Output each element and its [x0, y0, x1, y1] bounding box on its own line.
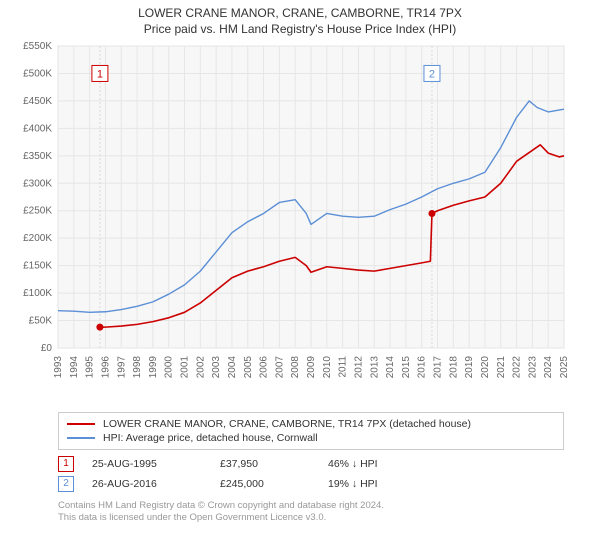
svg-text:2014: 2014: [385, 356, 396, 379]
svg-text:£450K: £450K: [23, 96, 52, 107]
footer-line-1: Contains HM Land Registry data © Crown c…: [58, 500, 564, 512]
svg-text:£400K: £400K: [23, 123, 52, 134]
svg-text:2022: 2022: [512, 356, 523, 379]
svg-text:2011: 2011: [338, 356, 349, 378]
svg-text:2015: 2015: [401, 356, 412, 379]
svg-text:£500K: £500K: [23, 68, 52, 79]
svg-text:1998: 1998: [132, 356, 143, 379]
svg-text:£350K: £350K: [23, 151, 52, 162]
svg-text:2016: 2016: [417, 356, 428, 379]
svg-text:2005: 2005: [243, 356, 254, 379]
svg-text:2006: 2006: [259, 356, 270, 379]
svg-text:1: 1: [97, 68, 103, 80]
legend-swatch: [67, 437, 95, 439]
svg-text:2019: 2019: [464, 356, 475, 379]
legend-swatch: [67, 423, 95, 425]
chart-subtitle: Price paid vs. HM Land Registry's House …: [0, 22, 600, 36]
marker-delta: 19% ↓ HPI: [328, 478, 408, 490]
marker-badge: 1: [58, 456, 74, 472]
svg-text:2012: 2012: [353, 356, 364, 379]
chart-area: £0 £50K £100K £150K £200K £250K £300K £350K £400…: [0, 36, 600, 406]
marker-row: 1 25-AUG-1995 £37,950 46% ↓ HPI: [58, 454, 564, 474]
svg-text:2024: 2024: [543, 356, 554, 379]
svg-text:1996: 1996: [100, 356, 111, 379]
svg-text:£100K: £100K: [23, 288, 52, 299]
svg-text:1997: 1997: [116, 356, 127, 379]
marker-delta: 46% ↓ HPI: [328, 458, 408, 470]
svg-text:£50K: £50K: [29, 316, 53, 327]
svg-text:2009: 2009: [306, 356, 317, 379]
svg-text:£300K: £300K: [23, 178, 52, 189]
svg-text:£200K: £200K: [23, 233, 52, 244]
svg-text:1995: 1995: [85, 356, 96, 379]
svg-text:2000: 2000: [164, 356, 175, 379]
legend-item: HPI: Average price, detached house, Corn…: [67, 431, 555, 445]
marker-price: £245,000: [220, 478, 310, 490]
marker-price: £37,950: [220, 458, 310, 470]
svg-text:2001: 2001: [180, 356, 191, 379]
svg-text:2008: 2008: [290, 356, 301, 379]
svg-text:2007: 2007: [274, 356, 285, 379]
marker-date: 26-AUG-2016: [92, 478, 202, 490]
svg-text:2023: 2023: [527, 356, 538, 379]
marker-date: 25-AUG-1995: [92, 458, 202, 470]
marker-row: 2 26-AUG-2016 £245,000 19% ↓ HPI: [58, 474, 564, 494]
footer-attribution: Contains HM Land Registry data © Crown c…: [58, 500, 564, 525]
chart-title: LOWER CRANE MANOR, CRANE, CAMBORNE, TR14…: [0, 6, 600, 20]
legend: LOWER CRANE MANOR, CRANE, CAMBORNE, TR14…: [58, 412, 564, 450]
svg-text:2025: 2025: [559, 356, 570, 379]
footer-line-2: This data is licensed under the Open Gov…: [58, 512, 564, 524]
marker-table: 1 25-AUG-1995 £37,950 46% ↓ HPI 2 26-AUG-2016…: [58, 454, 564, 494]
legend-label: LOWER CRANE MANOR, CRANE, CAMBORNE, TR14…: [103, 418, 471, 430]
svg-text:2010: 2010: [322, 356, 333, 379]
svg-text:£0: £0: [41, 343, 53, 354]
svg-text:£150K: £150K: [23, 261, 52, 272]
svg-text:1993: 1993: [53, 356, 64, 379]
legend-item: LOWER CRANE MANOR, CRANE, CAMBORNE, TR14…: [67, 417, 555, 431]
svg-text:1994: 1994: [69, 356, 80, 379]
svg-text:1999: 1999: [148, 356, 159, 379]
svg-text:2017: 2017: [433, 356, 444, 379]
svg-text:2002: 2002: [195, 356, 206, 379]
svg-text:2018: 2018: [448, 356, 459, 379]
svg-text:2013: 2013: [369, 356, 380, 379]
svg-text:2004: 2004: [227, 356, 238, 379]
svg-text:£550K: £550K: [23, 41, 52, 52]
svg-text:2: 2: [429, 68, 435, 80]
svg-text:£250K: £250K: [23, 206, 52, 217]
svg-text:2020: 2020: [480, 356, 491, 379]
marker-badge: 2: [58, 476, 74, 492]
svg-text:2021: 2021: [496, 356, 507, 379]
legend-label: HPI: Average price, detached house, Corn…: [103, 432, 318, 444]
svg-text:2003: 2003: [211, 356, 222, 379]
